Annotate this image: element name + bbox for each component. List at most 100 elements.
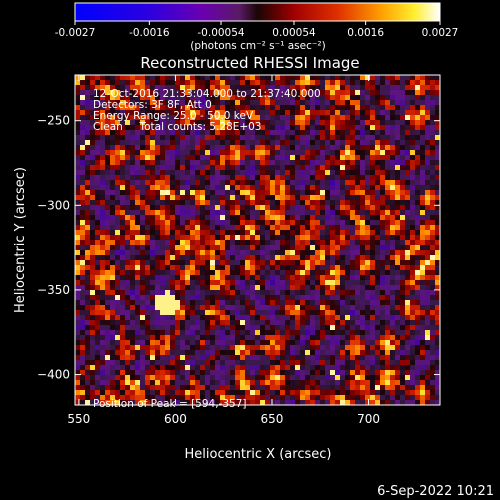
heatmap-cell <box>380 80 386 86</box>
heatmap-cell <box>145 330 151 336</box>
heatmap-cell <box>120 150 126 156</box>
heatmap-cell <box>410 355 416 361</box>
heatmap-cell <box>295 250 301 256</box>
heatmap-cell <box>430 290 436 296</box>
heatmap-cell <box>315 260 321 266</box>
heatmap-cell <box>370 280 376 286</box>
heatmap-cell <box>360 390 366 396</box>
heatmap-cell <box>410 115 416 121</box>
heatmap-cell <box>135 395 141 401</box>
heatmap-cell <box>400 130 406 136</box>
heatmap-cell <box>300 190 306 196</box>
heatmap-cell <box>105 240 111 246</box>
heatmap-cell <box>205 295 211 301</box>
heatmap-cell <box>430 395 436 401</box>
heatmap-cell <box>165 95 171 101</box>
heatmap-cell <box>195 350 201 356</box>
heatmap-cell <box>95 330 101 336</box>
heatmap-cell <box>270 300 276 306</box>
heatmap-cell <box>395 180 401 186</box>
heatmap-cell <box>105 225 111 231</box>
heatmap-cell <box>265 145 271 151</box>
heatmap-cell <box>365 100 371 106</box>
heatmap-cell <box>205 240 211 246</box>
heatmap-cell <box>110 95 116 101</box>
heatmap-cell <box>170 255 176 261</box>
heatmap-cell <box>345 275 351 281</box>
heatmap-cell <box>230 315 236 321</box>
heatmap-cell <box>240 220 246 226</box>
heatmap-cell <box>250 290 256 296</box>
heatmap-cell <box>210 190 216 196</box>
heatmap-cell <box>215 360 221 366</box>
heatmap-cell <box>255 355 261 361</box>
heatmap-cell <box>430 170 436 176</box>
heatmap-cell <box>325 285 331 291</box>
heatmap-cell <box>175 285 181 291</box>
heatmap-cell <box>355 315 361 321</box>
heatmap-cell <box>340 255 346 261</box>
heatmap-cell <box>260 160 266 166</box>
heatmap-cell <box>75 90 81 96</box>
heatmap-cell <box>205 185 211 191</box>
heatmap-cell <box>280 120 286 126</box>
heatmap-cell <box>175 305 181 311</box>
heatmap-cell <box>170 305 176 311</box>
heatmap-cell <box>420 295 426 301</box>
heatmap-cell <box>120 190 126 196</box>
heatmap-cell <box>285 290 291 296</box>
heatmap-cell <box>270 345 276 351</box>
heatmap-cell <box>160 175 166 181</box>
heatmap-cell <box>125 120 131 126</box>
heatmap-cell <box>95 210 101 216</box>
heatmap-cell <box>90 205 96 211</box>
heatmap-cell <box>430 315 436 321</box>
heatmap-cell <box>395 210 401 216</box>
heatmap-cell <box>325 255 331 261</box>
heatmap-cell <box>150 225 156 231</box>
heatmap-cell <box>375 265 381 271</box>
heatmap-cell <box>160 170 166 176</box>
heatmap-cell <box>425 200 431 206</box>
heatmap-cell <box>305 350 311 356</box>
heatmap-cell <box>175 330 181 336</box>
heatmap-cell <box>250 180 256 186</box>
heatmap-cell <box>255 360 261 366</box>
heatmap-cell <box>155 310 161 316</box>
heatmap-cell <box>220 100 226 106</box>
heatmap-cell <box>340 250 346 256</box>
heatmap-cell <box>395 260 401 266</box>
heatmap-cell <box>175 255 181 261</box>
heatmap-cell <box>360 200 366 206</box>
heatmap-cell <box>100 265 106 271</box>
heatmap-cell <box>100 240 106 246</box>
heatmap-cell <box>420 200 426 206</box>
heatmap-cell <box>375 240 381 246</box>
heatmap-cell <box>355 130 361 136</box>
heatmap-cell <box>425 380 431 386</box>
heatmap-cell <box>330 335 336 341</box>
heatmap-cell <box>410 400 416 405</box>
heatmap-cell <box>420 90 426 96</box>
heatmap-cell <box>340 225 346 231</box>
heatmap-cell <box>345 365 351 371</box>
heatmap-cell <box>270 250 276 256</box>
heatmap-cell <box>430 85 436 91</box>
heatmap-cell <box>270 370 276 376</box>
heatmap-cell <box>100 340 106 346</box>
heatmap-cell <box>140 140 146 146</box>
heatmap-cell <box>265 195 271 201</box>
heatmap-cell <box>400 280 406 286</box>
heatmap-cell <box>205 260 211 266</box>
heatmap-cell <box>315 145 321 151</box>
heatmap-cell <box>315 105 321 111</box>
heatmap-cell <box>80 365 86 371</box>
heatmap-cell <box>275 95 281 101</box>
heatmap-cell <box>180 375 186 381</box>
heatmap-cell <box>420 210 426 216</box>
heatmap-cell <box>240 185 246 191</box>
heatmap-cell <box>200 175 206 181</box>
heatmap-cell <box>370 135 376 141</box>
heatmap-cell <box>295 285 301 291</box>
heatmap-cell <box>395 280 401 286</box>
